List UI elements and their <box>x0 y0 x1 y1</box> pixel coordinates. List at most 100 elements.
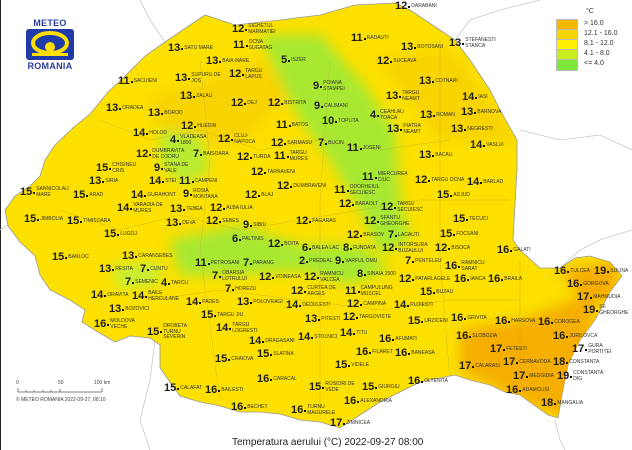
station-name: HOREZU <box>235 285 257 292</box>
station-name: VARFUL OMU <box>345 257 378 264</box>
station-dot-icon <box>321 105 324 108</box>
station-label: 15 GIURGIU <box>362 382 400 393</box>
station-dot-icon <box>290 185 293 188</box>
station-name: BAILE HERCULANE <box>148 290 180 302</box>
station-label: 12 DUMBRAVENI <box>277 181 326 192</box>
station-label: 15 VIDELE <box>335 360 369 371</box>
station-temperature: 12 <box>339 198 352 210</box>
station-name: PATARLAGELE <box>415 275 451 282</box>
station-dot-icon <box>37 218 40 221</box>
station-label: 12 BOITA <box>268 239 299 250</box>
station-name: BARNOVA <box>477 108 502 115</box>
station-label: 12 BRASOV <box>347 230 384 241</box>
copyright-text: © METEO ROMANIA 2022-09-27, 08:10 <box>16 397 106 403</box>
station-name: BECHET <box>247 403 268 410</box>
station-label: 13 BOROD <box>148 108 183 119</box>
station-name: ODORHEIUL SECUIESC <box>349 184 380 196</box>
station-temperature: 17 <box>572 343 585 355</box>
station-name: TARGU SECUIESC <box>397 201 423 213</box>
station-temperature: 19 <box>583 304 596 316</box>
station-temperature: 15 <box>201 309 214 321</box>
station-name: RESITA <box>115 265 133 272</box>
scale-labels: 0 50 100 km © METEO ROMANIA 2022-09-27, … <box>16 380 126 404</box>
legend-label: > 16.0 <box>584 20 604 27</box>
station-name: VASLUI <box>486 141 504 148</box>
station-dot-icon <box>188 77 191 80</box>
station-dot-icon <box>191 180 194 183</box>
station-label: 12 DEJ <box>231 98 257 109</box>
station-label: 12 TARGU LAPUS <box>229 68 279 80</box>
station-dot-icon <box>464 317 467 320</box>
station-dot-icon <box>360 303 363 306</box>
station-temperature: 7 <box>193 148 200 160</box>
station-name: SIRIA <box>105 177 119 184</box>
station-name: ROSIORI DE VEDE <box>325 381 355 393</box>
station-dot-icon <box>130 207 133 210</box>
station-dot-icon <box>369 351 372 354</box>
station-dot-icon <box>250 224 253 227</box>
station-label: 12 BLAJ <box>245 190 273 201</box>
station-label: 11 BATOS <box>276 120 308 131</box>
station-temperature: 12 <box>381 201 394 213</box>
station-dot-icon <box>245 44 248 47</box>
station-dot-icon <box>394 206 397 209</box>
station-label: 11 ODORHEIUL SECUIESC <box>334 184 384 196</box>
station-dot-icon <box>122 308 125 311</box>
legend-swatch <box>556 59 578 71</box>
station-label: 17 GURA PORTITEI <box>572 343 622 355</box>
station-temperature: 14 <box>286 299 299 311</box>
station-label: 13 ROMAN <box>420 110 455 121</box>
station-dot-icon <box>526 375 529 378</box>
station-label: 14 GURAHONT <box>131 190 176 201</box>
station-temperature: 9 <box>154 162 161 174</box>
station-dot-icon <box>472 365 475 368</box>
station-label: 11 OCNA SUGATAG <box>233 39 283 51</box>
station-label: 16 BRAILA <box>488 274 522 285</box>
station-temperature: 12 <box>304 271 317 283</box>
station-label: 16 ADAMCLISI <box>506 385 549 396</box>
station-label: 8 SINAIA 1500 <box>357 269 396 280</box>
station-label: 17 ZIMNICEA <box>330 418 370 429</box>
station-name: VLADEASA 1800 <box>180 134 207 146</box>
station-temperature: 7 <box>388 229 395 241</box>
station-label: 14 TARGU LOGRESTI <box>216 322 266 334</box>
station-dot-icon <box>335 120 338 123</box>
station-name: PENTELEU <box>415 257 442 264</box>
station-name: BATOS <box>291 121 309 128</box>
station-name: OLTENITA <box>424 377 448 384</box>
station-temperature: 13 <box>106 102 119 114</box>
station-temperature: 13 <box>461 106 474 118</box>
station-label: 15 ADJUD <box>437 190 470 201</box>
station-temperature: 12 <box>364 215 377 227</box>
station-dot-icon <box>281 243 284 246</box>
station-name: JIMBOLIA <box>40 215 64 222</box>
station-name: URZICENI <box>424 317 448 324</box>
station-name: BRASOV <box>363 231 385 238</box>
station-dot-icon <box>551 321 554 324</box>
station-name: TARGU OCNA <box>431 176 465 183</box>
station-name: SLATINA <box>273 350 294 357</box>
station-name: INTORSURA BUZAULUI <box>398 242 428 254</box>
logo-text-top: METEO <box>33 18 67 28</box>
station-label: 15 URZICENI <box>408 316 448 327</box>
station-name: TARGOVISTE <box>359 313 392 320</box>
station-dot-icon <box>519 389 522 392</box>
station-temperature: 12 <box>395 0 408 12</box>
station-dot-icon <box>483 144 486 147</box>
station-label: 13 TEBEA <box>170 204 203 215</box>
station-dot-icon <box>566 335 569 338</box>
station-name: JOSENI <box>362 144 381 151</box>
station-dot-icon <box>183 208 186 211</box>
station-label: 13 BARNOVA <box>461 107 501 118</box>
station-dot-icon <box>288 124 291 127</box>
station-temperature: 14 <box>394 299 407 311</box>
station-temperature: 13 <box>168 42 181 54</box>
station-name: SUCEAVA <box>393 57 417 64</box>
station-name: TITU <box>356 329 368 336</box>
station-name: RAMNICU VALCEA <box>320 271 344 283</box>
station-label: 12 PATARLAGELE <box>399 274 451 285</box>
station-name: BOITA <box>284 240 299 247</box>
station-name: GALATI <box>513 246 531 253</box>
station-temperature: 7 <box>243 257 250 269</box>
station-name: BANLOC <box>68 253 89 260</box>
